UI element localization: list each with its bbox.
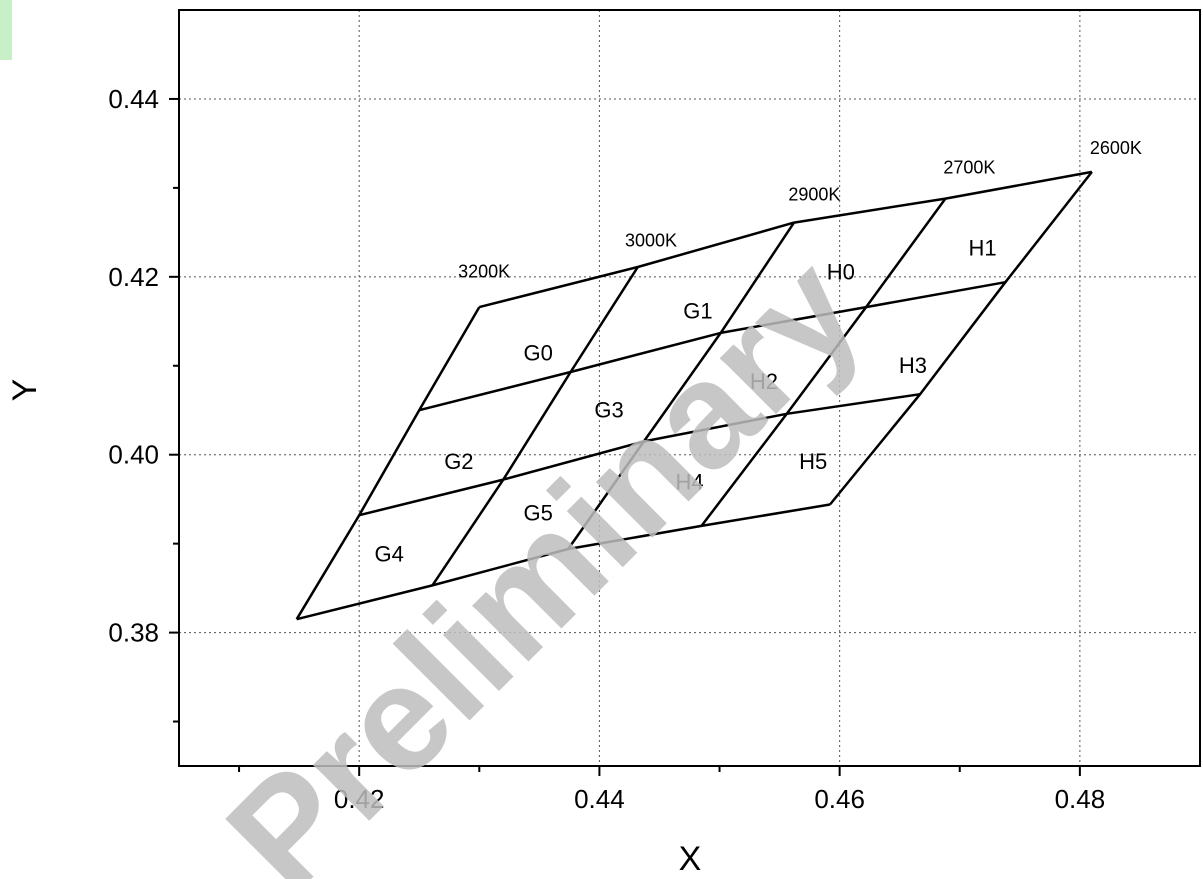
cct-label: 2700K xyxy=(943,158,995,178)
bin-cct-line-4 xyxy=(829,171,1093,506)
bin-cct-line-1 xyxy=(431,266,639,587)
bin-label: G3 xyxy=(594,397,623,422)
bin-labels: G0 G1 H0 H1 G2 G3 H2 H3 G4 G5 H4 H5 xyxy=(375,235,997,566)
y-tick-label: 0.42 xyxy=(108,262,159,292)
watermark-text: Preliminary xyxy=(195,225,892,879)
y-tick-label: 0.40 xyxy=(108,440,159,470)
x-tick-labels: 0.42 0.44 0.46 0.48 xyxy=(334,784,1105,814)
grid-lines xyxy=(179,10,1200,766)
bin-label: G5 xyxy=(523,501,552,526)
x-tick-label: 0.48 xyxy=(1055,784,1106,814)
y-tick-label: 0.44 xyxy=(108,84,159,114)
cct-label: 3200K xyxy=(458,262,510,282)
y-tick-label: 0.38 xyxy=(108,618,159,648)
bin-label: H1 xyxy=(969,235,997,260)
x-tick-label: 0.46 xyxy=(814,784,865,814)
bin-label: G1 xyxy=(683,299,712,324)
bin-label: G0 xyxy=(523,340,552,365)
cct-label: 2600K xyxy=(1090,138,1142,158)
bin-label: H2 xyxy=(750,369,778,394)
plot-frame xyxy=(178,9,1201,767)
bin-cct-line-3 xyxy=(700,197,947,527)
x-axis-title: X xyxy=(679,840,702,878)
cct-labels: 3200K 3000K 2900K 2700K 2600K xyxy=(458,138,1142,282)
bin-label: H5 xyxy=(799,449,827,474)
bin-label: H0 xyxy=(827,259,855,284)
bin-label: H3 xyxy=(899,353,927,378)
bin-label: G2 xyxy=(444,449,473,474)
bin-cct-line-0 xyxy=(295,306,481,620)
cct-label: 2900K xyxy=(788,184,840,204)
y-tick-labels: 0.38 0.40 0.42 0.44 xyxy=(108,84,159,648)
bin-cct-line-2 xyxy=(567,221,796,550)
x-tick-label: 0.44 xyxy=(574,784,625,814)
x-tick-label: 0.42 xyxy=(334,784,385,814)
bin-label: H4 xyxy=(675,469,703,494)
y-axis-title: Y xyxy=(6,379,44,402)
side-accent-bar xyxy=(0,0,12,60)
cct-label: 3000K xyxy=(625,231,677,251)
bin-grid xyxy=(295,170,1093,621)
axis-ticks xyxy=(169,97,1081,776)
bin-label: G4 xyxy=(375,541,404,566)
